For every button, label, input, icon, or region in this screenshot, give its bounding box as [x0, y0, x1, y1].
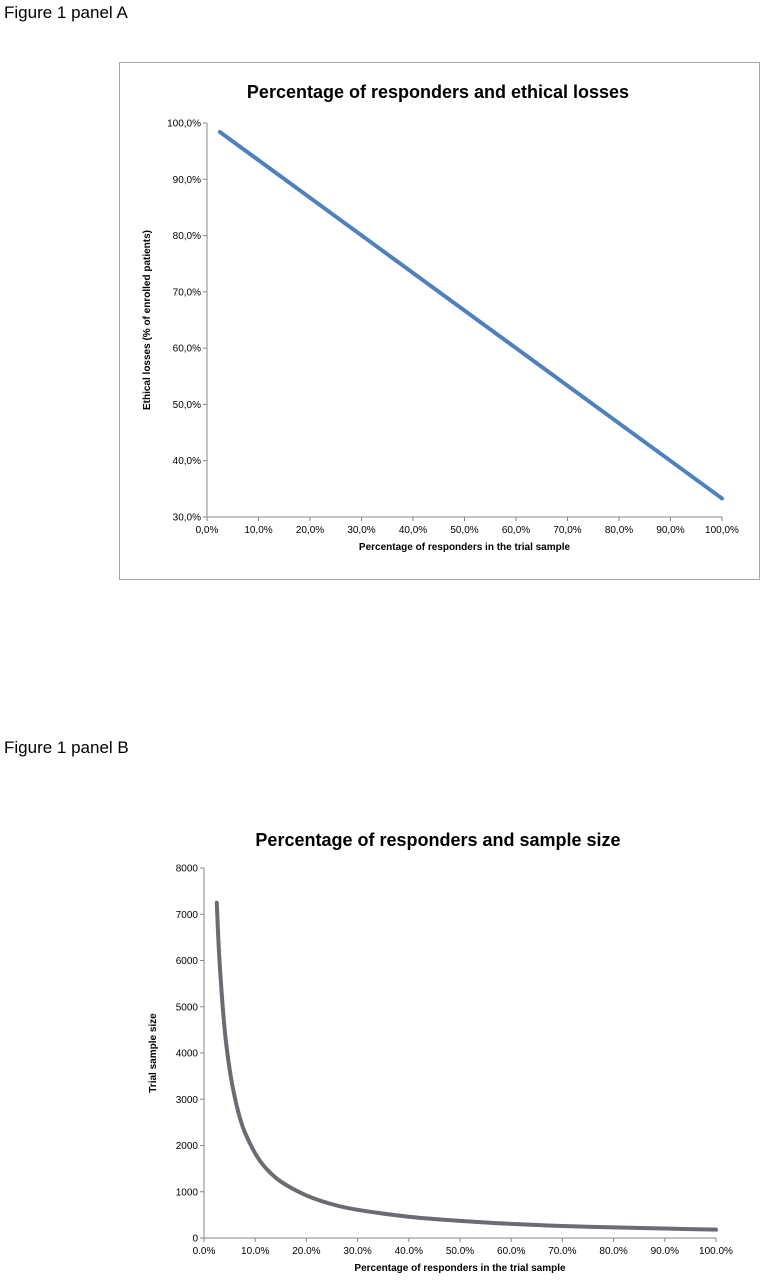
x-tick-label: 50.0%: [446, 1246, 474, 1257]
y-tick-label: 6000: [176, 956, 199, 967]
x-axis-title: Percentage of responders in the trial sa…: [359, 542, 571, 553]
y-tick-label: 4000: [176, 1049, 199, 1060]
chart-a: Percentage of responders and ethical los…: [142, 82, 739, 553]
x-tick-label: 0.0%: [193, 1246, 216, 1257]
x-tick-label: 40.0%: [395, 1246, 423, 1257]
x-tick-label: 20,0%: [296, 525, 324, 536]
y-tick-label: 50,0%: [173, 400, 201, 411]
x-tick-label: 40,0%: [399, 525, 427, 536]
x-tick-label: 100,0%: [705, 525, 739, 536]
series-line: [214, 900, 718, 1232]
y-tick-label: 30,0%: [173, 513, 201, 524]
y-axis-title: Trial sample size: [148, 1013, 159, 1093]
y-tick-label: 60,0%: [173, 344, 201, 355]
y-tick-label: 0: [192, 1234, 198, 1245]
x-tick-label: 60.0%: [497, 1246, 525, 1257]
y-tick-label: 40,0%: [173, 456, 201, 467]
chart-title: Percentage of responders and sample size: [255, 830, 620, 850]
series-line: [217, 130, 724, 501]
y-tick-label: 90,0%: [173, 175, 201, 186]
y-tick-label: 3000: [176, 1095, 199, 1106]
x-tick-label: 80,0%: [605, 525, 633, 536]
chart-a-frame: [119, 62, 760, 580]
y-tick-label: 80,0%: [173, 231, 201, 242]
chart-title: Percentage of responders and ethical los…: [247, 82, 629, 102]
y-tick-label: 2000: [176, 1141, 199, 1152]
x-tick-label: 90,0%: [656, 525, 684, 536]
x-tick-label: 30.0%: [343, 1246, 371, 1257]
x-tick-label: 50,0%: [450, 525, 478, 536]
x-tick-label: 60,0%: [502, 525, 530, 536]
x-tick-label: 30,0%: [347, 525, 375, 536]
x-tick-label: 100.0%: [699, 1246, 733, 1257]
x-tick-label: 80.0%: [599, 1246, 627, 1257]
x-tick-label: 0,0%: [196, 525, 219, 536]
x-tick-label: 70,0%: [553, 525, 581, 536]
y-tick-label: 100,0%: [167, 119, 201, 130]
panel-b-label: Figure 1 panel B: [4, 738, 129, 757]
x-tick-label: 10,0%: [244, 525, 272, 536]
y-tick-label: 70,0%: [173, 287, 201, 298]
y-tick-label: 7000: [176, 910, 199, 921]
x-tick-label: 10.0%: [241, 1246, 269, 1257]
x-tick-label: 20.0%: [292, 1246, 320, 1257]
x-tick-label: 90.0%: [651, 1246, 679, 1257]
y-tick-label: 8000: [176, 864, 199, 875]
panel-a-label: Figure 1 panel A: [4, 3, 128, 22]
y-axis-title: Ethical losses (% of enrolled patients): [142, 230, 153, 410]
x-axis-title: Percentage of responders in the trial sa…: [354, 1263, 566, 1274]
x-tick-label: 70.0%: [548, 1246, 576, 1257]
y-tick-label: 1000: [176, 1187, 199, 1198]
y-tick-label: 5000: [176, 1002, 199, 1013]
